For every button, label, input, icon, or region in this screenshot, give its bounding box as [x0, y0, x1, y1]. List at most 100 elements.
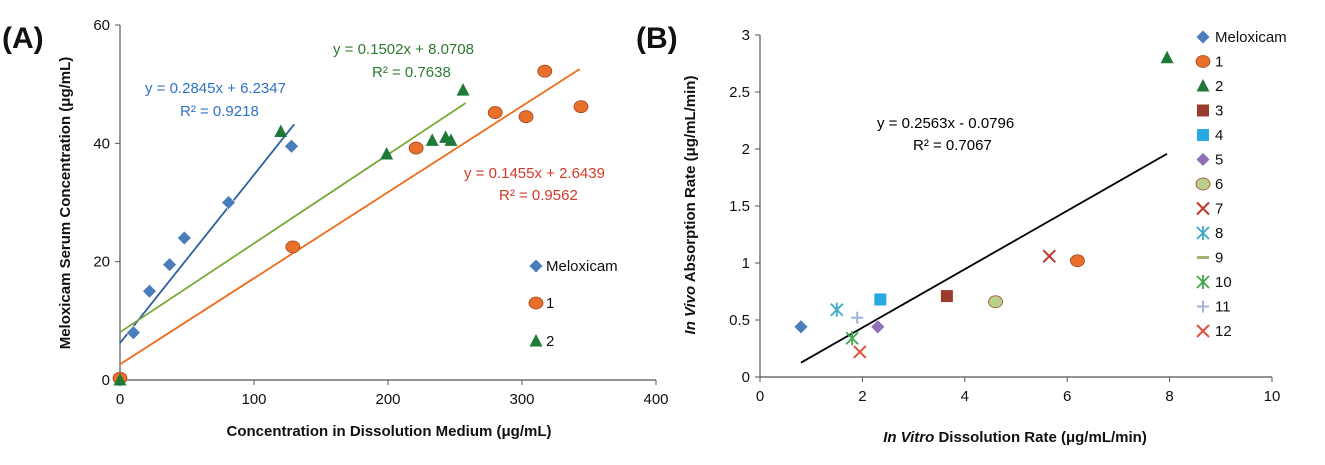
panel-b-point-meloxicam: [793, 319, 809, 335]
panel-a-trendline-0: [119, 123, 295, 344]
panel-a-y-tick-label: 0: [102, 372, 110, 389]
panel-a-legend: Meloxicam 1 2: [528, 258, 618, 350]
panel-b-y-axis-title-rest: Absorption Rate (μg/mL/min): [682, 76, 699, 286]
panel-b-ticks: 0 2 4 6 8 10 0 0.5 1 1.5 2 2.5 3: [729, 27, 1280, 405]
panel-b-point-3: [940, 290, 953, 303]
panel-b-x-tick-label: 10: [1264, 388, 1281, 405]
panel-a-legend-label-2: 2: [546, 333, 554, 350]
panel-b-point-10: [845, 331, 859, 346]
panel-a-x-tick-label: 400: [643, 391, 668, 408]
panel-b-y-tick-label: 2.5: [729, 84, 750, 101]
panel-a-x-tick-label: 100: [241, 391, 266, 408]
panel-a-x-tick-label: 200: [375, 391, 400, 408]
panel-a-ticks: 0 100 200 300 400 0 20 40 60: [93, 17, 668, 408]
panel-a-point-2: [456, 83, 470, 96]
panel-b-legend-marker-4: [1197, 129, 1209, 141]
panel-b-y-tick-label: 0: [742, 369, 750, 386]
panel-b-x-axis-title: In Vitro Dissolution Rate (μg/mL/min): [883, 429, 1147, 446]
panel-b-point-6: [988, 295, 1003, 309]
panel-b-r2: R² = 0.7067: [913, 137, 992, 154]
panel-a-y-axis-title: Meloxicam Serum Concentration (μg/mL): [57, 57, 74, 350]
panel-b-eq: y = 0.2563x - 0.0796: [877, 115, 1014, 132]
panel-b-legend-marker-meloxicam: [1195, 29, 1211, 45]
panel-a-point-2: [274, 124, 288, 137]
panel-a-point-2: [444, 133, 458, 146]
panel-b-legend-marker-3: [1197, 104, 1209, 117]
panel-a-point-1: [573, 100, 589, 114]
panel-a-r2-2: R² = 0.7638: [372, 64, 451, 81]
panel-a-point-2: [425, 133, 439, 146]
panel-b-x-tick-label: 4: [961, 388, 969, 405]
panel-b-legend-marker-6: [1195, 177, 1211, 191]
panel-a-points: [112, 64, 589, 388]
panel-b-legend-label-1: 1: [1215, 54, 1223, 71]
panel-b-point-11: [851, 311, 864, 324]
panel-b-trendline-0: [800, 153, 1168, 364]
panel-b-points: [793, 50, 1174, 359]
panel-b-legend-marker-11: [1197, 300, 1209, 313]
panel-a-point-1: [518, 110, 534, 124]
panel-b-x-tick-label: 2: [858, 388, 866, 405]
panel-b-point-5: [870, 319, 886, 335]
panel-b-y-axis-title-italic: In Vivo: [682, 286, 699, 335]
panel-b-legend-label-2: 2: [1215, 78, 1223, 95]
panel-a-point-1: [487, 106, 503, 119]
panel-b-legend-label-9: 9: [1215, 250, 1223, 267]
panel-b-y-tick-label: 3: [742, 27, 750, 44]
panel-b-y-tick-label: 1: [742, 255, 750, 272]
panel-b-legend-label-12: 12: [1215, 323, 1232, 340]
panel-b-legend-label-7: 7: [1215, 201, 1223, 218]
panel-a-point-1: [537, 64, 553, 78]
panel-a-point-meloxicam: [142, 283, 157, 299]
panel-a-point-2: [380, 146, 394, 160]
panel-a-y-tick-label: 20: [93, 254, 110, 271]
panel-a-x-tick-label: 300: [509, 391, 534, 408]
panel-b-y-tick-label: 0.5: [729, 312, 750, 329]
panel-b-label: (B): [636, 22, 678, 55]
panel-b-point-1: [1070, 254, 1085, 268]
panel-b-legend-marker-5: [1195, 152, 1211, 167]
panel-b-legend-label-5: 5: [1215, 152, 1223, 169]
panel-b-legend-marker-10: [1196, 275, 1210, 289]
panel-a-eq-2: y = 0.1502x + 8.0708: [333, 41, 474, 58]
panel-a-eq-1: y = 0.1455x + 2.6439: [464, 165, 605, 182]
panel-a-trendlines: [119, 68, 581, 366]
panel-b-legend-label-3: 3: [1215, 103, 1223, 120]
panel-b-legend-label-6: 6: [1215, 176, 1223, 193]
panel-b-legend-marker-8: [1196, 226, 1210, 240]
panel-a-point-meloxicam: [125, 325, 141, 341]
panel-b-x-tick-label: 8: [1165, 388, 1173, 405]
panel-b-x-tick-label: 0: [756, 388, 764, 405]
panel-b-legend-marker-2: [1196, 79, 1210, 92]
panel-a-legend-marker-1: [528, 296, 544, 310]
panel-b-x-tick-label: 6: [1063, 388, 1071, 405]
panel-a-legend-icon-2: [529, 334, 543, 347]
panel-a-point-meloxicam: [221, 195, 236, 210]
panel-a: (A) Meloxicam Serum Concentration (μg/mL…: [2, 17, 669, 440]
panel-a-legend-marker-meloxicam: [528, 258, 544, 274]
panel-a-legend-icon-meloxicam: [528, 258, 544, 274]
panel-a-x-axis-title: Concentration in Dissolution Medium (μg/…: [227, 423, 552, 440]
panel-a-point-meloxicam: [284, 138, 299, 154]
panel-b-point-4: [874, 293, 887, 306]
panel-b-point-12: [853, 345, 867, 359]
panel-a-x-tick-label: 0: [116, 391, 124, 408]
panel-b-x-axis-title-italic: In Vitro: [883, 429, 934, 446]
panel-b-legend-marker-12: [1196, 324, 1210, 338]
panel-a-y-tick-label: 60: [93, 17, 110, 34]
panel-b-point-7: [1042, 249, 1056, 263]
panel-b-legend-label-8: 8: [1215, 225, 1223, 242]
panel-a-legend-icon-1: [528, 296, 544, 310]
panel-a-point-2: [113, 373, 127, 386]
panel-a-r2-meloxicam: R² = 0.9218: [180, 103, 259, 120]
panel-a-trendline-2: [119, 102, 467, 333]
panel-a-trendline-1: [119, 68, 581, 366]
panel-b-y-axis-title: In Vivo Absorption Rate (μg/mL/min): [682, 76, 699, 335]
panel-a-legend-label-meloxicam: Meloxicam: [546, 258, 618, 275]
panel-a-legend-marker-2: [529, 334, 543, 347]
panel-a-point-1: [408, 141, 424, 155]
panel-a-r2-1: R² = 0.9562: [499, 187, 578, 204]
panel-a-label: (A): [2, 22, 44, 55]
